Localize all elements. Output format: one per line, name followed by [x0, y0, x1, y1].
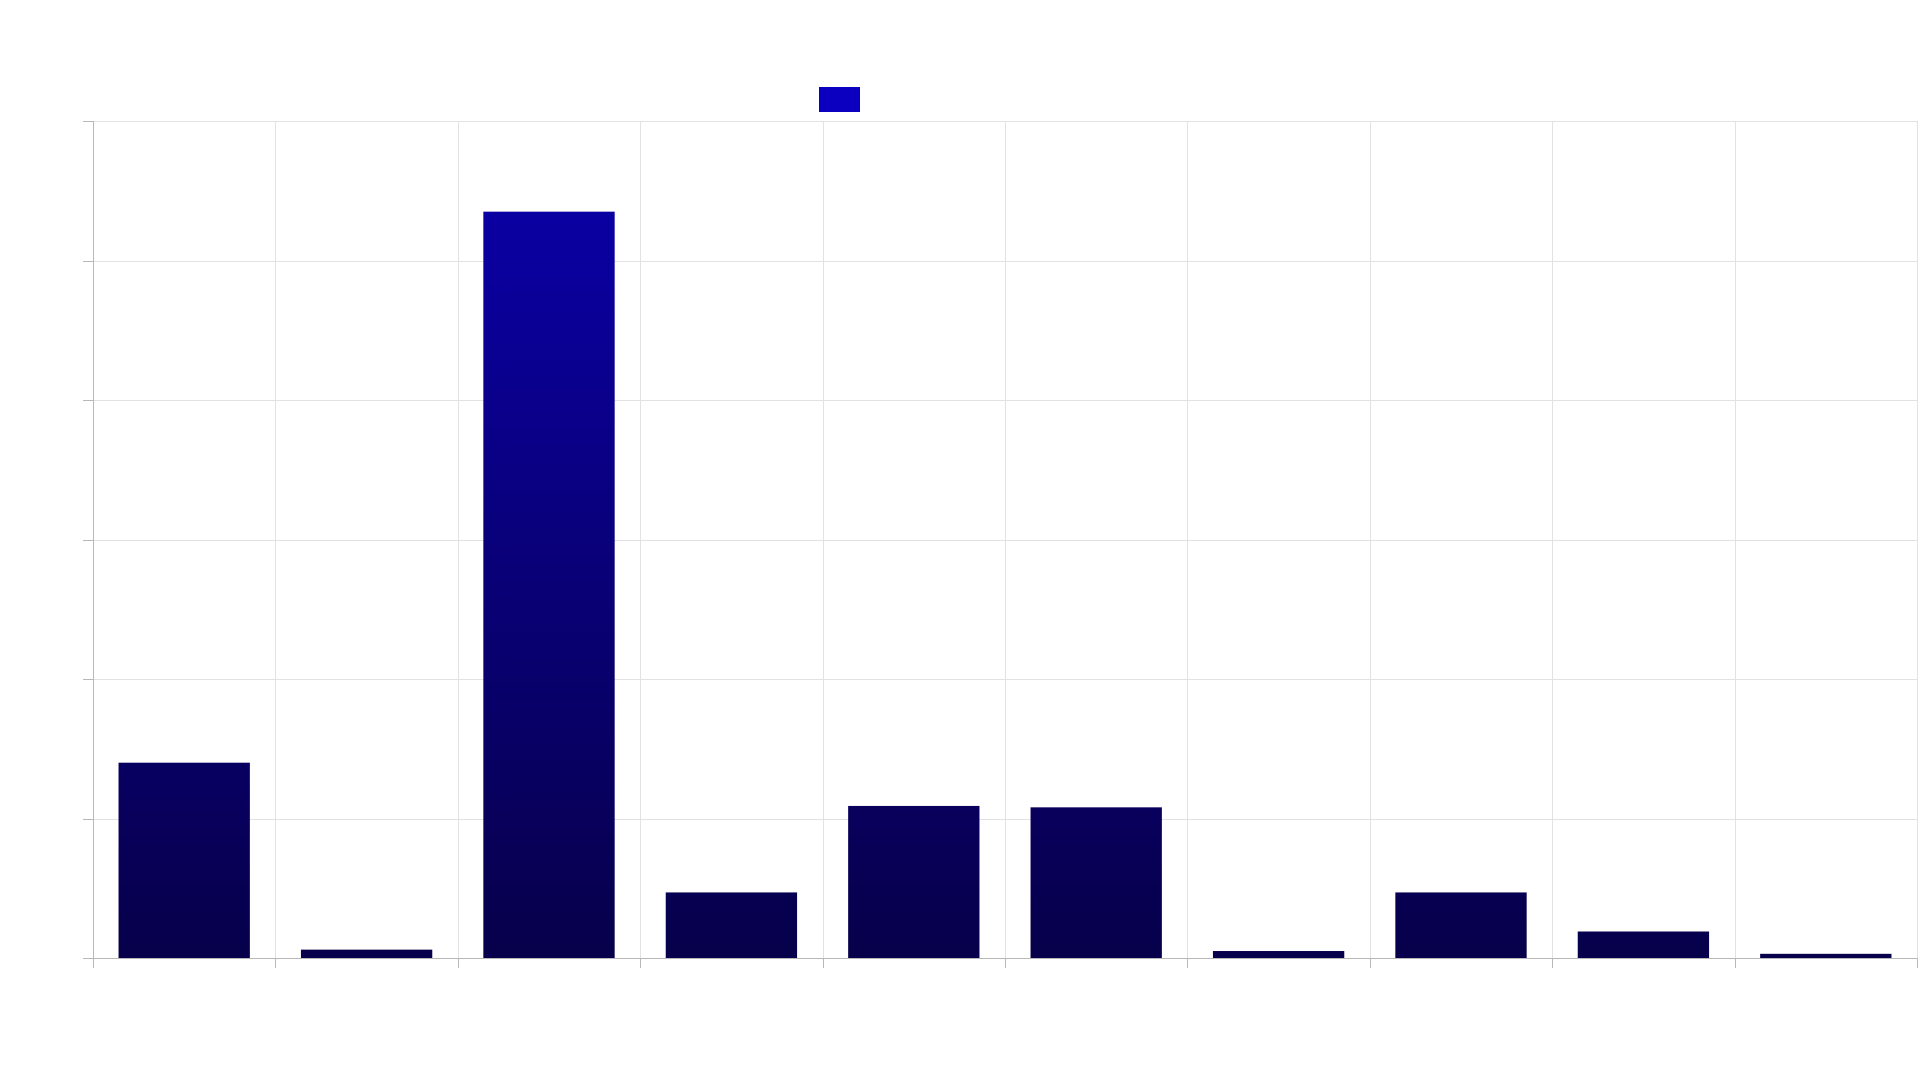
legend-swatch [819, 87, 860, 112]
bar-layer [118, 211, 1892, 959]
bar [1760, 953, 1892, 958]
bar [665, 892, 798, 958]
bar [1030, 807, 1162, 958]
bar [848, 805, 980, 958]
bar [1577, 931, 1710, 958]
legend [819, 87, 860, 112]
bar [300, 949, 433, 958]
bar [118, 762, 250, 958]
bar [1212, 951, 1345, 958]
bar [483, 211, 615, 959]
grid-layer [93, 121, 1918, 959]
axis-layer [83, 121, 1918, 968]
bar [1395, 892, 1527, 958]
